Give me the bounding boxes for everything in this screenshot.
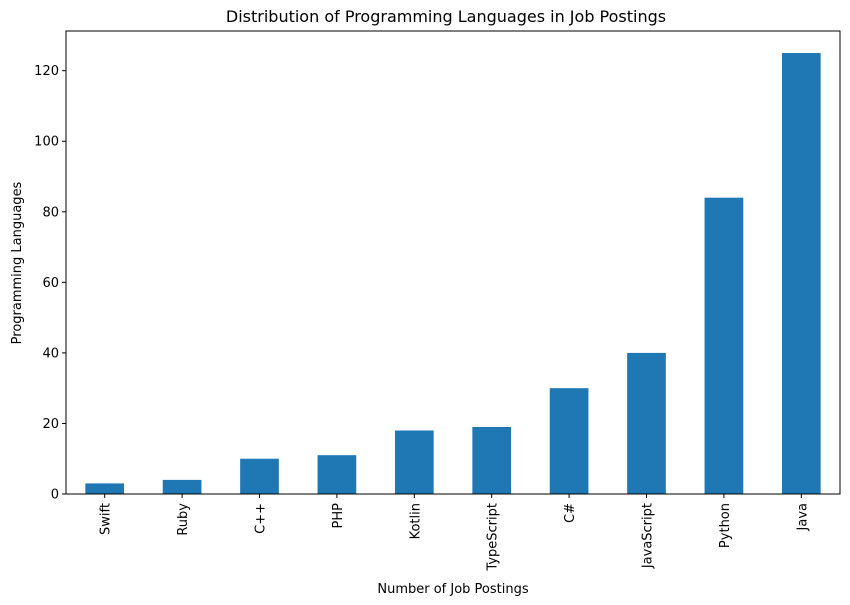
chart-title: Distribution of Programming Languages in… <box>226 7 666 26</box>
x-tick-label: Ruby <box>176 503 191 536</box>
bar-python <box>704 197 744 494</box>
x-axis-title: Number of Job Postings <box>377 582 528 597</box>
y-tick-label: 100 <box>34 135 59 150</box>
y-tick-label: 60 <box>42 276 59 291</box>
plot-frame <box>65 30 841 495</box>
x-tick-label: Python <box>718 503 733 548</box>
y-axis: 0 20 40 60 80 100 120 <box>34 64 66 503</box>
bar-java <box>781 53 821 495</box>
x-tick-label: Kotlin <box>408 503 423 539</box>
x-tick-label: C++ <box>254 503 269 534</box>
bar-ruby <box>162 479 202 494</box>
bar-php <box>317 455 357 494</box>
x-tick-label: Swift <box>99 503 114 535</box>
x-tick-label: TypeScript <box>486 503 501 572</box>
y-tick-label: 40 <box>42 346 59 361</box>
bars-layer <box>85 53 821 495</box>
y-axis-title: Programming Languages <box>10 181 25 344</box>
bar-typescript <box>472 426 512 494</box>
bar-c- <box>549 388 589 494</box>
y-tick-label: 0 <box>51 488 59 503</box>
y-tick-label: 20 <box>42 417 59 432</box>
bar-kotlin <box>394 430 434 494</box>
x-tick-label: JavaScript <box>641 503 656 569</box>
y-tick-label: 120 <box>34 64 59 79</box>
x-tick-label: Java <box>795 503 810 531</box>
bar-swift <box>85 483 125 494</box>
x-tick-label: C# <box>563 503 578 523</box>
bar-c- <box>240 458 279 494</box>
bar-javascript <box>627 352 666 494</box>
y-tick-label: 80 <box>42 205 59 220</box>
x-tick-label: PHP <box>331 503 346 529</box>
x-axis: Swift Ruby C++ PHP Kotlin TypeScript C# JavaScr… <box>99 494 810 572</box>
